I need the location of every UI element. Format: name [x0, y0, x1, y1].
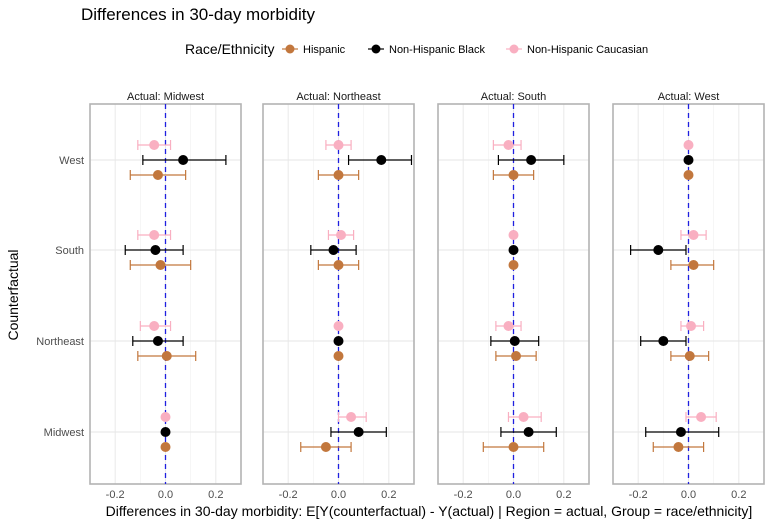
point-non-hispanic-caucasian-west	[149, 140, 160, 150]
panel-strip-label-actual-midwest: Actual: Midwest	[127, 91, 204, 103]
point-non-hispanic-black-midwest	[353, 427, 364, 437]
point-non-hispanic-caucasian-northeast	[503, 321, 514, 331]
point-non-hispanic-black-south	[508, 245, 519, 255]
point-non-hispanic-black-northeast	[333, 336, 344, 346]
point-hispanic-south	[155, 260, 166, 270]
point-non-hispanic-black-south	[653, 245, 664, 255]
x-tick-label: 0.0	[506, 489, 521, 501]
panel-strip-actual-south	[438, 86, 589, 104]
point-hispanic-northeast	[684, 351, 695, 361]
point-hispanic-northeast	[333, 351, 344, 361]
y-tick-label-midwest: Midwest	[44, 427, 84, 439]
point-non-hispanic-caucasian-midwest	[696, 412, 707, 422]
point-hispanic-midwest	[673, 442, 684, 452]
point-hispanic-northeast	[511, 351, 522, 361]
point-non-hispanic-caucasian-west	[683, 140, 694, 150]
point-hispanic-west	[683, 170, 694, 180]
point-hispanic-south	[688, 260, 699, 270]
point-non-hispanic-black-west	[178, 155, 189, 165]
point-hispanic-west	[508, 170, 519, 180]
point-hispanic-midwest	[320, 442, 331, 452]
point-non-hispanic-black-west	[526, 155, 537, 165]
panel-strip-actual-west	[613, 86, 764, 104]
x-tick-label: 0.0	[331, 489, 346, 501]
point-non-hispanic-caucasian-midwest	[160, 412, 171, 422]
point-hispanic-south	[333, 260, 344, 270]
point-hispanic-south	[508, 260, 519, 270]
x-axis-title: Differences in 30-day morbidity: E[Y(cou…	[106, 503, 753, 519]
point-non-hispanic-caucasian-south	[336, 230, 347, 240]
x-tick-label: 0.2	[556, 489, 571, 501]
y-tick-label-west: West	[59, 155, 84, 167]
point-non-hispanic-caucasian-south	[508, 230, 519, 240]
point-non-hispanic-black-west	[376, 155, 387, 165]
point-non-hispanic-caucasian-midwest	[346, 412, 357, 422]
legend-label-non-hispanic-caucasian: Non-Hispanic Caucasian	[527, 44, 648, 56]
x-tick-label: -0.2	[629, 489, 648, 501]
panel-strip-actual-northeast	[263, 86, 414, 104]
point-non-hispanic-black-midwest	[675, 427, 686, 437]
point-non-hispanic-caucasian-west	[333, 140, 344, 150]
point-non-hispanic-black-west	[683, 155, 694, 165]
panel-strip-label-actual-northeast: Actual: Northeast	[296, 91, 380, 103]
x-tick-label: -0.2	[106, 489, 125, 501]
panel-actual-south: Actual: South -0.2 0.0 0.2	[437, 86, 590, 501]
point-non-hispanic-caucasian-south	[688, 230, 699, 240]
point-non-hispanic-caucasian-northeast	[149, 321, 160, 331]
chart-title: Differences in 30-day morbidity	[81, 5, 316, 24]
x-tick-label: 0.0	[158, 489, 173, 501]
panel-actual-west: Actual: West -0.2 0.0 0.2	[612, 86, 765, 501]
point-non-hispanic-black-northeast	[509, 336, 520, 346]
point-non-hispanic-black-northeast	[658, 336, 669, 346]
point-non-hispanic-black-south	[328, 245, 339, 255]
panel-strip-label-actual-south: Actual: South	[481, 91, 546, 103]
point-non-hispanic-caucasian-midwest	[518, 412, 529, 422]
panel-strip-actual-midwest	[90, 86, 241, 104]
legend-key-dot-non-hispanic-black	[371, 44, 381, 54]
point-non-hispanic-black-midwest	[160, 427, 171, 437]
x-tick-label: 0.0	[681, 489, 696, 501]
x-tick-label: -0.2	[279, 489, 298, 501]
point-non-hispanic-caucasian-northeast	[686, 321, 697, 331]
legend-label-non-hispanic-black: Non-Hispanic Black	[389, 44, 485, 56]
panel-actual-northeast: Actual: Northeast -0.2 0.0 0.2	[262, 86, 415, 501]
panel-actual-midwest: Actual: Midwest -0.2 0.0 0.2	[89, 86, 242, 501]
point-non-hispanic-black-south	[150, 245, 161, 255]
point-non-hispanic-caucasian-northeast	[333, 321, 344, 331]
x-tick-label: 0.2	[208, 489, 223, 501]
point-hispanic-midwest	[160, 442, 171, 452]
point-hispanic-west	[333, 170, 344, 180]
point-non-hispanic-black-northeast	[152, 336, 163, 346]
legend-title: Race/Ethnicity	[185, 41, 274, 57]
y-tick-label-south: South	[55, 245, 84, 257]
legend-key-dot-non-hispanic-caucasian	[509, 44, 519, 54]
point-non-hispanic-caucasian-west	[503, 140, 514, 150]
point-non-hispanic-caucasian-south	[149, 230, 160, 240]
y-axis-title: Counterfactual	[5, 249, 21, 340]
point-non-hispanic-black-midwest	[523, 427, 534, 437]
legend-label-hispanic: Hispanic	[303, 44, 346, 56]
x-tick-label: -0.2	[454, 489, 473, 501]
y-axis: West South Northeast Midwest	[36, 155, 84, 439]
y-tick-label-northeast: Northeast	[36, 336, 84, 348]
point-hispanic-northeast	[161, 351, 172, 361]
point-hispanic-west	[152, 170, 163, 180]
point-hispanic-midwest	[508, 442, 519, 452]
legend: Race/Ethnicity Hispanic Non-Hispanic Blac…	[185, 41, 648, 57]
panel-strip-label-actual-west: Actual: West	[658, 91, 720, 103]
legend-key-dot-hispanic	[285, 44, 295, 54]
x-tick-label: 0.2	[381, 489, 396, 501]
x-tick-label: 0.2	[731, 489, 746, 501]
